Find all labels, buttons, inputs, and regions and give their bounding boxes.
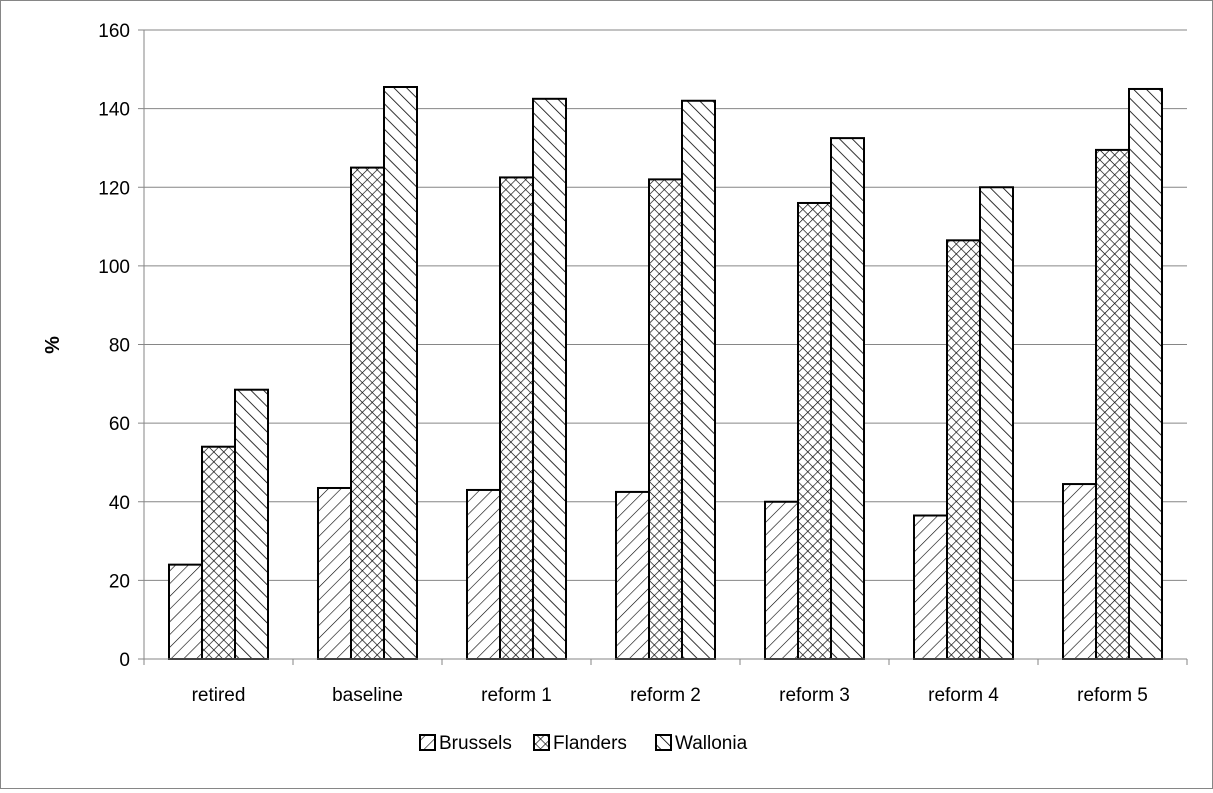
y-tick-label: 160 — [98, 21, 130, 42]
x-tick-label: reform 1 — [481, 685, 552, 706]
y-tick-label: 120 — [98, 178, 130, 199]
bar-brussels-reform-2 — [615, 490, 650, 660]
y-axis: 0 20 40 60 80 100 120 140 160 — [98, 21, 145, 671]
bar-brussels-reform-5 — [1062, 483, 1097, 661]
y-tick-label: 20 — [109, 571, 130, 592]
x-tick-label: reform 2 — [630, 685, 701, 706]
y-tick-label: 40 — [109, 493, 130, 514]
legend-label-brussels: Brussels — [439, 733, 512, 754]
bar-wallonia-reform-3 — [830, 137, 865, 660]
y-tick-label: 60 — [109, 414, 130, 435]
bar-brussels-retired — [168, 563, 203, 661]
bar-flanders-retired — [201, 445, 236, 660]
bar-flanders-reform-3 — [797, 201, 832, 660]
y-tick-label: 100 — [98, 257, 130, 278]
bar-brussels-reform-1 — [466, 488, 501, 660]
bar-flanders-baseline — [350, 166, 385, 660]
x-tick-label: reform 5 — [1077, 685, 1148, 706]
x-tick-label: retired — [192, 685, 246, 706]
bar-wallonia-reform-2 — [681, 99, 716, 660]
bar-wallonia-reform-4 — [979, 186, 1014, 660]
bar-flanders-reform-1 — [499, 176, 534, 660]
y-tick-label: 140 — [98, 100, 130, 121]
legend-label-flanders: Flanders — [553, 733, 627, 754]
x-axis: retired baseline reform 1 reform 2 reform 3 r… — [138, 658, 1188, 706]
bar-flanders-reform-5 — [1095, 148, 1130, 660]
legend-swatch-wallonia — [655, 734, 672, 751]
bar-wallonia-reform-1 — [532, 97, 567, 660]
legend: Brussels Flanders Wallonia — [419, 733, 748, 754]
y-tick-label: 80 — [109, 336, 130, 357]
x-tick-label: baseline — [332, 685, 403, 706]
legend-swatch-flanders — [533, 734, 550, 751]
bar-wallonia-retired — [234, 388, 269, 660]
legend-label-wallonia: Wallonia — [675, 733, 748, 754]
bar-brussels-reform-3 — [764, 500, 799, 660]
bar-flanders-reform-4 — [946, 239, 981, 660]
bar-brussels-baseline — [317, 486, 352, 660]
x-tick-label: reform 3 — [779, 685, 850, 706]
bar-flanders-reform-2 — [648, 178, 683, 660]
bar-wallonia-reform-5 — [1128, 87, 1163, 660]
y-tick-label: 0 — [119, 650, 130, 671]
x-tick-label: reform 4 — [928, 685, 999, 706]
bar-wallonia-baseline — [383, 86, 418, 661]
y-axis-label: % — [42, 336, 64, 354]
bar-brussels-reform-4 — [913, 514, 948, 661]
bars — [168, 86, 1163, 661]
legend-swatch-brussels — [419, 734, 436, 751]
